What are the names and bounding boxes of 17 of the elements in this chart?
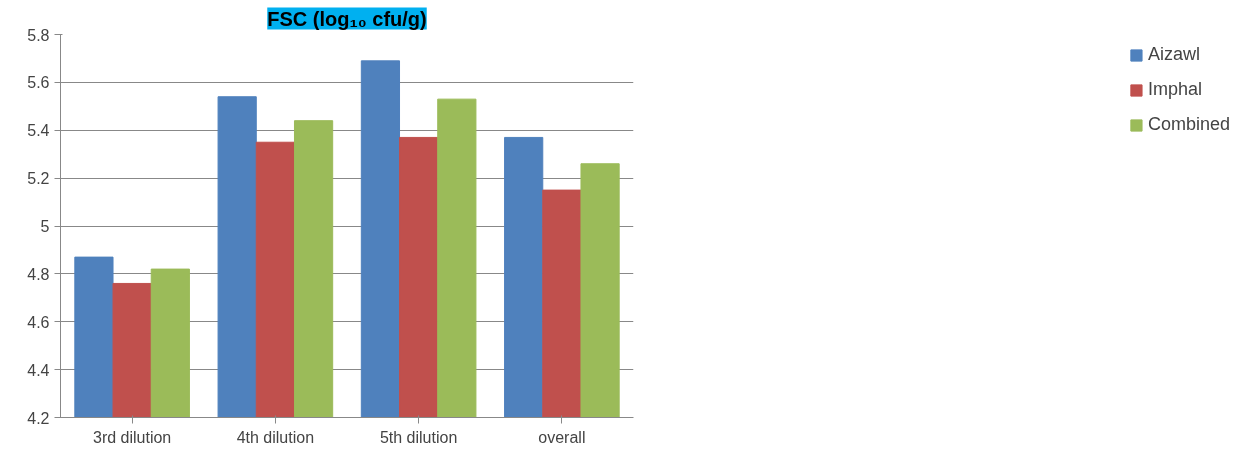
x-tick-label: 4th dilution bbox=[236, 428, 315, 446]
y-tick-label: 5.2 bbox=[27, 170, 50, 188]
x-tick-label: 5th dilution bbox=[379, 428, 458, 446]
y-tick-label: 5 bbox=[40, 218, 50, 235]
legend-label: Combined bbox=[1147, 114, 1230, 135]
y-tick-label: 4.8 bbox=[27, 265, 50, 283]
y-tick-label: 4.4 bbox=[27, 361, 50, 379]
x-tick-label: 3rd dilution bbox=[92, 428, 172, 446]
y-tick-label: 4.6 bbox=[27, 313, 50, 331]
legend-label: Imphal bbox=[1147, 79, 1202, 100]
legend-label: Aizawl bbox=[1147, 44, 1200, 65]
chart-title: FSC (log₁₀ cfu/g) bbox=[267, 7, 427, 30]
x-tick-label: overall bbox=[538, 428, 586, 446]
y-tick-label: 5.4 bbox=[27, 122, 50, 140]
y-tick-label: 5.6 bbox=[27, 74, 50, 92]
y-tick-label: 5.8 bbox=[27, 26, 50, 44]
y-tick-label: 4.2 bbox=[27, 409, 50, 427]
